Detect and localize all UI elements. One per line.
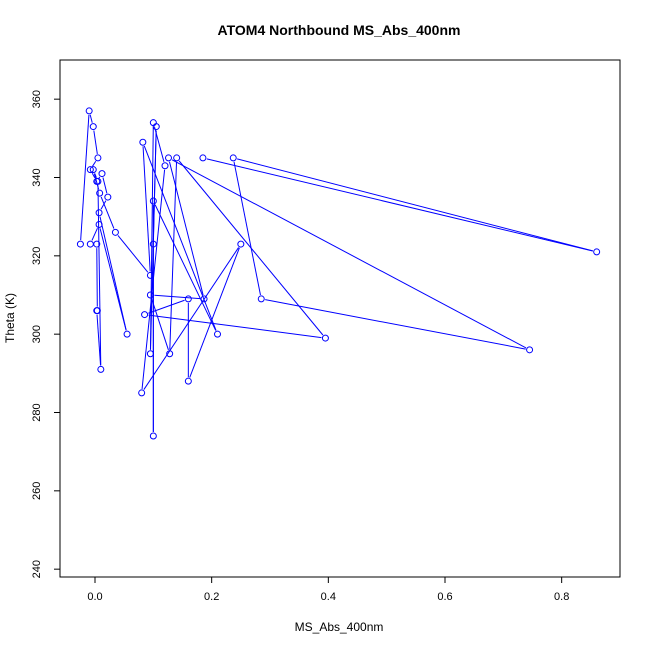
data-point (97, 365, 105, 373)
data-point (173, 154, 181, 162)
series-segment (168, 161, 204, 296)
data-point (94, 177, 102, 185)
data-point (85, 107, 93, 115)
series-segment (189, 247, 240, 378)
plot-frame (59, 59, 621, 578)
data-point (95, 209, 103, 217)
y-axis: 240 260 280 300 320 340 360 (31, 90, 61, 578)
data-point (146, 291, 154, 299)
data-point (139, 138, 147, 146)
series-segment (98, 176, 101, 179)
data-point (146, 271, 154, 279)
data-point (123, 330, 131, 338)
series-segment (99, 228, 127, 331)
series-segment (100, 200, 107, 210)
x-tick-label: 0.8 (554, 591, 569, 603)
data-point (149, 197, 157, 205)
y-axis-label: Theta (K) (3, 293, 17, 343)
data-point (214, 330, 221, 338)
x-tick-label: 0.6 (437, 591, 452, 603)
series-segment (100, 196, 115, 229)
series-segment (91, 172, 96, 179)
series-segment (102, 177, 108, 194)
data-point (321, 334, 329, 342)
series-segment (93, 130, 98, 155)
series-segment (91, 227, 98, 241)
series-segment (151, 298, 169, 351)
y-tick-label: 260 (31, 482, 43, 500)
data-point (161, 162, 169, 170)
data-point (86, 166, 94, 174)
data-point (141, 311, 149, 319)
data-point (184, 377, 192, 385)
y-tick-label: 240 (31, 560, 43, 578)
data-point (95, 221, 103, 228)
series-segment (171, 159, 527, 349)
data-point (184, 295, 192, 303)
data-point (93, 240, 101, 248)
y-tick-label: 280 (31, 403, 43, 421)
data-point (165, 154, 172, 162)
data-point (593, 248, 601, 256)
data-point (76, 240, 84, 248)
data-point (200, 295, 208, 303)
series-segment (80, 114, 90, 241)
data-point (94, 154, 102, 162)
data-point (149, 119, 157, 127)
x-tick-label: 0.0 (87, 591, 102, 603)
data-point (96, 189, 104, 197)
y-tick-label: 320 (31, 247, 43, 265)
data-point (89, 123, 97, 131)
y-tick-label: 300 (31, 325, 43, 343)
series-segment (153, 126, 165, 163)
series-segment (169, 161, 178, 350)
series-segment (92, 161, 97, 167)
data-point (237, 240, 245, 248)
series-segment (148, 299, 185, 314)
series-segment (236, 158, 593, 252)
series-segment (94, 173, 97, 178)
series-lines (80, 114, 593, 432)
data-point (98, 170, 106, 178)
series-segment (154, 294, 201, 300)
data-point (149, 240, 157, 248)
series-segment (96, 314, 102, 366)
data-point (89, 166, 97, 174)
data-point (138, 389, 146, 397)
series-segment (206, 158, 593, 252)
data-point (86, 240, 94, 248)
series-segment (265, 299, 526, 350)
x-tick-label: 0.2 (204, 591, 219, 603)
data-point (229, 154, 237, 162)
y-tick-label: 340 (31, 168, 43, 186)
series-segment (99, 216, 127, 331)
data-point (199, 154, 207, 162)
x-axis-label: MS_Abs_400nm (295, 620, 384, 634)
series-segment (93, 173, 100, 190)
data-point (93, 307, 101, 315)
x-axis: 0.0 0.2 0.4 0.6 0.8 (87, 576, 569, 603)
data-point (257, 295, 265, 303)
y-tick-label: 360 (31, 90, 43, 108)
chart-title: ATOM4 Northbound MS_Abs_400nm (218, 22, 461, 38)
series-segment (150, 130, 157, 350)
data-point (166, 350, 174, 358)
series-points (76, 107, 601, 440)
series-segment (148, 314, 322, 339)
series-segment (233, 161, 261, 296)
series-segment (117, 235, 149, 273)
series-segment (142, 146, 151, 272)
series-segment (154, 204, 217, 331)
data-point (104, 193, 112, 201)
data-point (526, 346, 534, 354)
x-tick-label: 0.4 (321, 591, 336, 603)
series-segment (96, 248, 98, 307)
series-segment (143, 247, 240, 390)
series-segment (141, 169, 166, 389)
data-point (149, 432, 157, 440)
data-point (111, 228, 119, 236)
series-segment (89, 114, 93, 123)
data-point (146, 350, 154, 358)
